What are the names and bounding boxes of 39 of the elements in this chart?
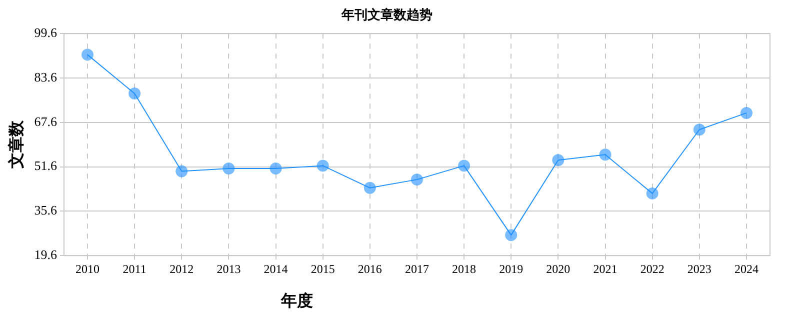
- point: [693, 124, 706, 136]
- point: [222, 162, 235, 174]
- point: [552, 154, 564, 166]
- point: [505, 229, 518, 242]
- x-tick-label: 2017: [404, 262, 429, 276]
- x-tick-label: 2022: [640, 262, 664, 276]
- x-tick-label: 2012: [170, 262, 194, 276]
- point: [128, 88, 141, 100]
- y-axis-title: 文章数: [8, 120, 26, 170]
- x-tick-label: 2019: [499, 262, 524, 276]
- point: [270, 162, 282, 174]
- x-tick-label: 2015: [310, 262, 335, 276]
- point: [176, 165, 188, 178]
- point: [599, 148, 612, 161]
- point: [316, 160, 329, 172]
- point: [410, 174, 423, 186]
- x-axis-title: 年度: [280, 291, 313, 310]
- x-tick-label: 2020: [546, 262, 570, 276]
- point: [364, 182, 376, 194]
- x-tick-label: 2010: [75, 262, 100, 276]
- x-tick-label: 2021: [593, 262, 618, 276]
- x-tick-label: 2023: [687, 262, 712, 276]
- x-tick-label: 2024: [734, 262, 758, 276]
- y-tick-label: 83.6: [34, 69, 58, 84]
- y-tick-label: 99.6: [34, 25, 58, 40]
- point: [458, 160, 470, 172]
- x-tick-label: 2018: [452, 262, 476, 276]
- y-tick-label: 51.6: [34, 158, 58, 174]
- y-tick-label: 19.6: [34, 247, 58, 262]
- x-tick-label: 2014: [264, 262, 288, 276]
- point: [81, 48, 94, 61]
- x-tick-label: 2013: [216, 262, 241, 276]
- point: [740, 106, 752, 119]
- y-tick-label: 67.6: [34, 114, 58, 129]
- x-tick-label: 2011: [122, 262, 146, 276]
- chart-title: 年刊文章数趋势: [340, 7, 432, 22]
- y-tick-label: 35.6: [34, 202, 58, 218]
- point: [646, 187, 658, 200]
- x-tick-label: 2016: [358, 262, 382, 276]
